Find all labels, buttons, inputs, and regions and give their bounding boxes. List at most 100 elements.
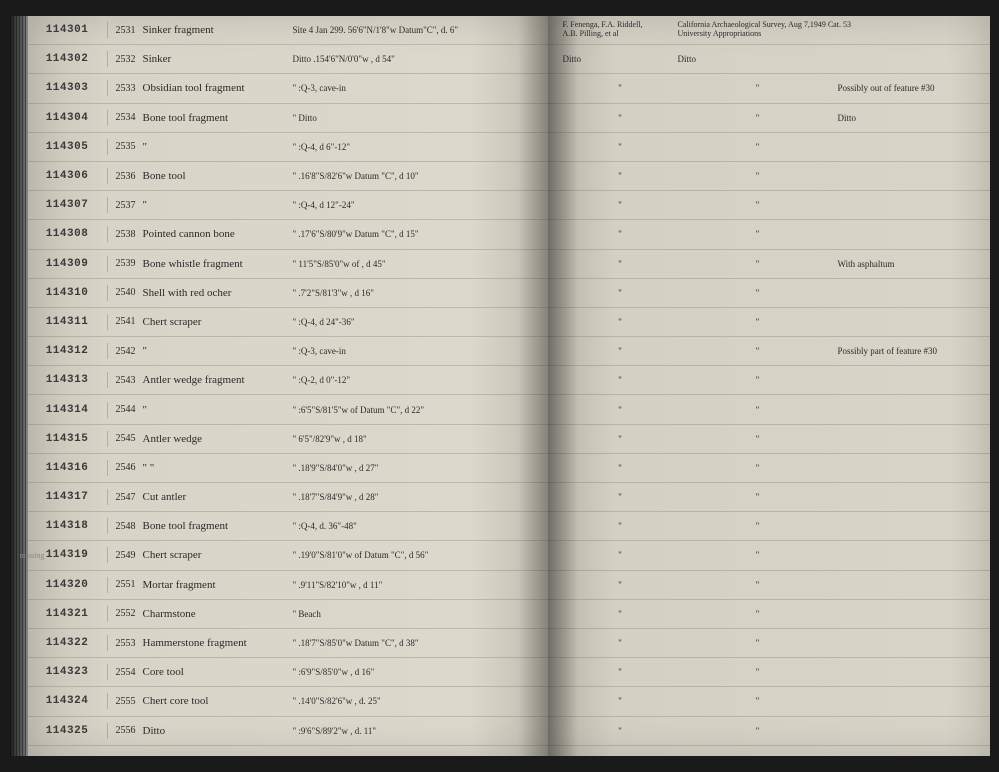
entry-number: 2533	[108, 83, 143, 94]
catalog-id: 114323	[28, 664, 108, 680]
survey-info: "	[678, 580, 838, 590]
ledger-row: ""	[548, 687, 990, 716]
catalog-id: 114307	[28, 197, 108, 213]
ledger-row: ""	[548, 308, 990, 337]
survey-info: "	[678, 696, 838, 706]
ledger-row: 1143022532SinkerDitto .154'6"N/0'0"w , d…	[28, 45, 548, 74]
location-data: " Beach	[293, 609, 548, 619]
entry-number: 2552	[108, 608, 143, 619]
artifact-description: "	[143, 199, 293, 211]
ledger-row: ""With asphaltum	[548, 250, 990, 279]
survey-info: California Archaeological Survey, Aug 7,…	[678, 21, 838, 39]
ledger-row: 1143082538Pointed cannon bone" .17'6"S/8…	[28, 220, 548, 249]
catalog-id: 114304	[28, 110, 108, 126]
survey-info: "	[678, 288, 838, 298]
missing-annotation: missing	[20, 551, 45, 560]
remarks: Possibly out of feature #30	[838, 83, 990, 93]
artifact-description: Hammerstone fragment	[143, 637, 293, 649]
location-data: " :9'6"S/89'2"w , d. 11"	[293, 726, 548, 736]
catalog-id: 114317	[28, 489, 108, 505]
ledger-row: 1143092539Bone whistle fragment" 11'5"S/…	[28, 250, 548, 279]
entry-number: 2544	[108, 404, 143, 415]
survey-info: "	[678, 726, 838, 736]
ledger-row: 1143122542"" :Q-3, cave-in	[28, 337, 548, 366]
location-data: " .14'0"S/82'6"w , d. 25"	[293, 696, 548, 706]
entry-number: 2536	[108, 171, 143, 182]
entry-number: 2546	[108, 462, 143, 473]
ledger-row: 1143212552Charmstone" Beach	[28, 600, 548, 629]
artifact-description: " "	[143, 462, 293, 474]
entry-number: 2537	[108, 200, 143, 211]
ledger-row: 1143222553Hammerstone fragment" .18'7"S/…	[28, 629, 548, 658]
ledger-row: ""	[548, 658, 990, 687]
artifact-description: "	[143, 404, 293, 416]
collector-name: "	[548, 609, 678, 619]
entry-number: 2554	[108, 667, 143, 678]
collector-name: "	[548, 580, 678, 590]
collector-name: "	[548, 667, 678, 677]
survey-info: "	[678, 638, 838, 648]
catalog-id: 114306	[28, 168, 108, 184]
location-data: " .18'7"S/84'9"w , d 28"	[293, 492, 548, 502]
catalog-id: 114322	[28, 635, 108, 651]
artifact-description: Ditto	[143, 725, 293, 737]
location-data: " :6'9"S/85'0"w , d 16"	[293, 667, 548, 677]
ledger-row: ""Possibly out of feature #30	[548, 74, 990, 103]
artifact-description: Obsidian tool fragment	[143, 82, 293, 94]
ledger-row: ""	[548, 220, 990, 249]
collector-name: F. Fenenga, F.A. Riddell,A.B. Pilling, e…	[548, 21, 678, 39]
entry-number: 2540	[108, 287, 143, 298]
collector-name: "	[548, 229, 678, 239]
catalog-id: 114325	[28, 723, 108, 739]
location-data: " :Q-4, d 12"-24"	[293, 200, 548, 210]
catalog-id: 114305	[28, 139, 108, 155]
catalog-id: 114303	[28, 80, 108, 96]
location-data: " .17'6"S/80'9"w Datum "C", d 15"	[293, 229, 548, 239]
book-binding	[10, 16, 28, 756]
artifact-description: Sinker fragment	[143, 24, 293, 36]
entry-number: 2538	[108, 229, 143, 240]
location-data: Ditto .154'6"N/0'0"w , d 54"	[293, 54, 548, 64]
collector-name: "	[548, 171, 678, 181]
ledger-row: 1143112541Chert scraper" :Q-4, d 24"-36"	[28, 308, 548, 337]
ledger-row: 1143032533Obsidian tool fragment" :Q-3, …	[28, 74, 548, 103]
catalog-id: 114324	[28, 693, 108, 709]
ledger-row: ""	[548, 454, 990, 483]
collector-name: "	[548, 317, 678, 327]
survey-info: "	[678, 550, 838, 560]
location-data: " 11'5"S/85'0"w of , d 45"	[293, 259, 548, 269]
ledger-row: 1143172547Cut antler" .18'7"S/84'9"w , d…	[28, 483, 548, 512]
artifact-description: Bone whistle fragment	[143, 258, 293, 270]
artifact-description: Bone tool fragment	[143, 520, 293, 532]
ledger-row: ""	[548, 512, 990, 541]
artifact-description: Charmstone	[143, 608, 293, 620]
location-data: " :Q-2, d 0"-12"	[293, 375, 548, 385]
ledger-row: ""	[548, 133, 990, 162]
remarks: Ditto	[838, 113, 990, 123]
survey-info: "	[678, 317, 838, 327]
survey-info: "	[678, 200, 838, 210]
survey-info: Ditto	[678, 54, 838, 64]
ledger-row: 1143152545Antler wedge" 6'5"/82'9"w , d …	[28, 425, 548, 454]
ledger-row: 1143102540Shell with red ocher" .7'2"S/8…	[28, 279, 548, 308]
collector-name: "	[548, 521, 678, 531]
ledger-row: 1143232554Core tool" :6'9"S/85'0"w , d 1…	[28, 658, 548, 687]
survey-info: "	[678, 405, 838, 415]
ledger-row: 1143072537"" :Q-4, d 12"-24"	[28, 191, 548, 220]
survey-info: "	[678, 259, 838, 269]
ledger-row: ""Possibly part of feature #30	[548, 337, 990, 366]
ledger-row: ""	[548, 395, 990, 424]
collector-name: "	[548, 142, 678, 152]
location-data: " .18'9"S/84'0"w , d 27"	[293, 463, 548, 473]
ledger-row: 1143142544"" :6'5"S/81'5"w of Datum "C",…	[28, 395, 548, 424]
collector-name: "	[548, 696, 678, 706]
collector-name: "	[548, 83, 678, 93]
location-data: " Ditto	[293, 113, 548, 123]
catalog-id: 114318	[28, 518, 108, 534]
location-data: " .16'8"S/82'6"w Datum "C", d 10"	[293, 171, 548, 181]
catalog-id: 114311	[28, 314, 108, 330]
collector-line2: A.B. Pilling, et al	[563, 30, 678, 39]
collector-name: "	[548, 288, 678, 298]
artifact-description: Chert scraper	[143, 549, 293, 561]
collector-name: "	[548, 346, 678, 356]
